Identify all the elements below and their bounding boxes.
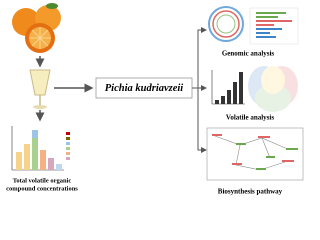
arrow <box>192 27 207 89</box>
volatile-bars-icon <box>211 70 245 105</box>
panel-label: Genomic analysis <box>222 50 275 58</box>
graphical-abstract: Pichia kudriavzeii Genomic analysis Vola… <box>6 3 304 196</box>
panel-label: Biosynthesis pathway <box>218 188 283 196</box>
concentration-chart-icon <box>11 126 70 171</box>
arrow <box>197 88 207 153</box>
organism-label: Pichia kudriavzeii <box>105 83 184 94</box>
oranges-icon <box>12 3 61 53</box>
chart-caption: Total volatile organic <box>13 177 72 184</box>
venn-icon <box>248 66 298 112</box>
glass-icon <box>29 69 51 109</box>
panel-label: Volatile analysis <box>226 114 274 122</box>
genome-bars-icon <box>249 7 299 45</box>
chart-caption: compound concentrations <box>6 185 78 192</box>
pathway-icon <box>206 127 304 181</box>
genome-circle-icon <box>208 6 244 42</box>
